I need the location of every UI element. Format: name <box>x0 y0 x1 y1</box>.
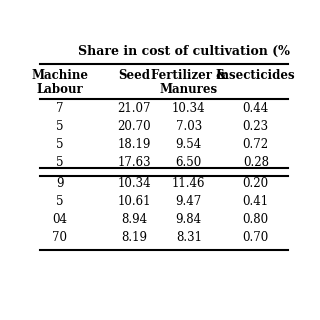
Text: Machine: Machine <box>31 69 88 82</box>
Text: 21.07: 21.07 <box>117 102 151 116</box>
Text: 5: 5 <box>56 195 64 208</box>
Text: 17.63: 17.63 <box>117 156 151 169</box>
Text: 20.70: 20.70 <box>117 120 151 133</box>
Text: 7: 7 <box>56 102 64 116</box>
Text: 5: 5 <box>56 139 64 151</box>
Text: 10.34: 10.34 <box>172 102 206 116</box>
Text: 18.19: 18.19 <box>117 139 151 151</box>
Text: Manures: Manures <box>160 83 218 96</box>
Text: 0.44: 0.44 <box>243 102 269 116</box>
Text: 0.70: 0.70 <box>243 231 269 244</box>
Text: 7.03: 7.03 <box>176 120 202 133</box>
Text: 0.72: 0.72 <box>243 139 269 151</box>
Text: 9.54: 9.54 <box>176 139 202 151</box>
Text: 5: 5 <box>56 156 64 169</box>
Text: 11.46: 11.46 <box>172 177 205 190</box>
Text: Fertilizer &: Fertilizer & <box>151 69 227 82</box>
Text: 8.19: 8.19 <box>121 231 147 244</box>
Text: 9.47: 9.47 <box>176 195 202 208</box>
Text: 10.34: 10.34 <box>117 177 151 190</box>
Text: 10.61: 10.61 <box>117 195 151 208</box>
Text: 9.84: 9.84 <box>176 213 202 226</box>
Text: Labour: Labour <box>36 83 83 96</box>
Text: 70: 70 <box>52 231 67 244</box>
Text: 0.41: 0.41 <box>243 195 269 208</box>
Text: 04: 04 <box>52 213 67 226</box>
Text: 5: 5 <box>56 120 64 133</box>
Text: 0.23: 0.23 <box>243 120 269 133</box>
Text: Seed: Seed <box>118 69 150 82</box>
Text: Insecticides: Insecticides <box>216 69 296 82</box>
Text: 8.94: 8.94 <box>121 213 147 226</box>
Text: 0.20: 0.20 <box>243 177 269 190</box>
Text: 8.31: 8.31 <box>176 231 202 244</box>
Text: 0.28: 0.28 <box>243 156 269 169</box>
Text: 9: 9 <box>56 177 64 190</box>
Text: 6.50: 6.50 <box>176 156 202 169</box>
Text: Share in cost of cultivation (%: Share in cost of cultivation (% <box>78 44 290 58</box>
Text: 0.80: 0.80 <box>243 213 269 226</box>
